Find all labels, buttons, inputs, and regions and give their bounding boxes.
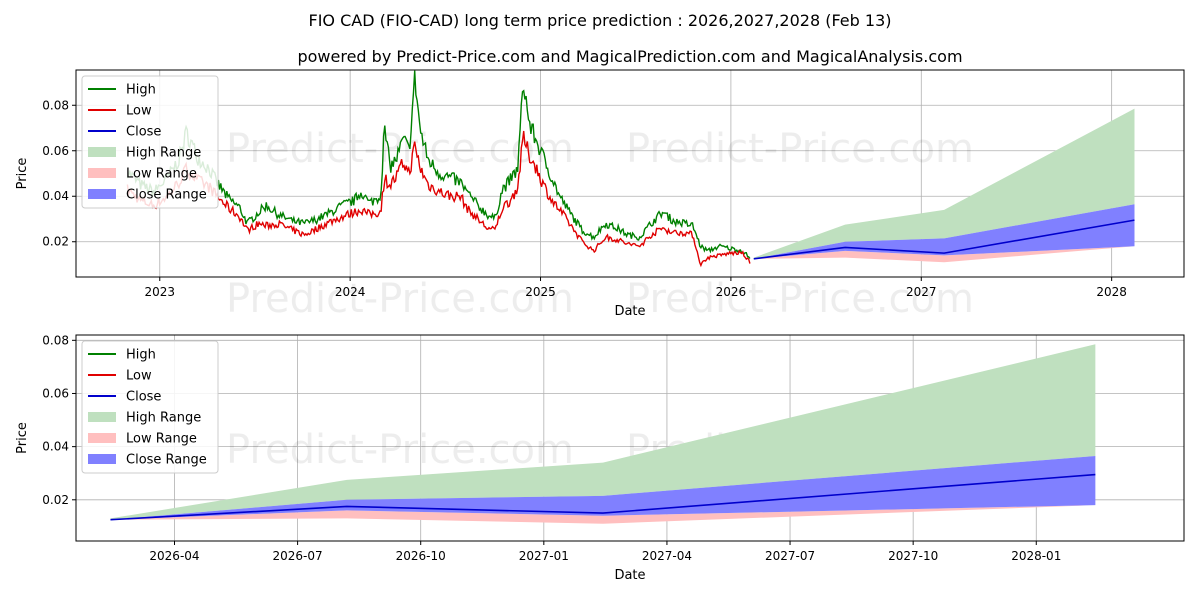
overview-chart: Predict-Price.com Predict-Price.com Predic… bbox=[15, 69, 1185, 322]
x-tick-label: 2026-07 bbox=[273, 549, 323, 563]
x-tick-label: 2028-01 bbox=[1011, 549, 1061, 563]
close-line bbox=[110, 473, 1096, 521]
chart-title: FIO CAD (FIO-CAD) long term price predic… bbox=[309, 11, 892, 30]
zoomed-forecast-chart: Predict-Price.comPredict-Price.com2026-0… bbox=[15, 333, 1185, 583]
legend-low-range-swatch bbox=[88, 168, 116, 178]
close-range-band bbox=[753, 204, 1135, 259]
watermark-text: Predict-Price.com bbox=[626, 126, 974, 172]
legend-high-range-swatch bbox=[88, 412, 116, 422]
x-tick-label: 2026-10 bbox=[396, 549, 446, 563]
legend-high-label: High bbox=[126, 83, 156, 98]
legend: High Low Close High Range Low Range Close Ran… bbox=[81, 340, 219, 474]
legend-low-label: Low bbox=[126, 369, 152, 384]
legend-high-range-label: High Range bbox=[126, 146, 201, 161]
close-range-band bbox=[110, 455, 1096, 520]
y-tick-label: 0.06 bbox=[42, 144, 69, 158]
x-tick-label: 2027 bbox=[906, 285, 937, 299]
legend-low-range-swatch bbox=[88, 433, 116, 443]
x-tick-label: 2026 bbox=[716, 285, 747, 299]
legend-close-range-swatch bbox=[88, 454, 116, 464]
y-tick-label: 0.08 bbox=[42, 333, 69, 347]
y-tick-label: 0.04 bbox=[42, 189, 69, 203]
x-tick-label: 2027-07 bbox=[765, 549, 815, 563]
legend-low-range-label: Low Range bbox=[126, 432, 197, 447]
legend-low-range-label: Low Range bbox=[126, 167, 197, 182]
axes-frame bbox=[75, 69, 1185, 278]
y-axis-label: Price bbox=[15, 158, 30, 190]
low-line bbox=[126, 130, 751, 268]
legend-high-range-label: High Range bbox=[126, 411, 201, 426]
legend-close-range-label: Close Range bbox=[126, 188, 207, 203]
x-tick-label: 2027-01 bbox=[519, 549, 569, 563]
low-range-band bbox=[110, 505, 1096, 524]
high-range-band bbox=[753, 108, 1135, 259]
y-tick-label: 0.02 bbox=[42, 493, 69, 507]
watermark-text: Predict-Price.com bbox=[226, 427, 574, 473]
x-tick-label: 2024 bbox=[335, 285, 366, 299]
y-tick-label: 0.08 bbox=[42, 98, 69, 112]
x-tick-label: 2027-04 bbox=[642, 549, 692, 563]
axes-frame bbox=[75, 334, 1185, 542]
x-tick-label: 2028 bbox=[1096, 285, 1127, 299]
close-line bbox=[753, 219, 1135, 260]
x-tick-label: 2023 bbox=[144, 285, 175, 299]
y-tick-label: 0.04 bbox=[42, 440, 69, 454]
legend-low-label: Low bbox=[126, 104, 152, 119]
legend-close-range-label: Close Range bbox=[126, 453, 207, 468]
y-tick-label: 0.02 bbox=[42, 235, 69, 249]
watermark-text: Predict-Price.com bbox=[226, 276, 574, 322]
x-tick-label: 2027-10 bbox=[888, 549, 938, 563]
x-axis-label: Date bbox=[614, 568, 645, 583]
legend-high-label: High bbox=[126, 348, 156, 363]
legend: High Low Close High Range Low Range Close Ran… bbox=[81, 75, 219, 209]
legend-close-label: Close bbox=[126, 125, 161, 140]
x-axis-label: Date bbox=[614, 304, 645, 319]
legend-high-range-swatch bbox=[88, 147, 116, 157]
watermark-text: Predict-Price.com bbox=[626, 276, 974, 322]
y-tick-label: 0.06 bbox=[42, 386, 69, 400]
high-line bbox=[126, 70, 751, 259]
low-range-band bbox=[753, 246, 1135, 263]
x-tick-label: 2025 bbox=[525, 285, 556, 299]
x-tick-label: 2026-04 bbox=[149, 549, 199, 563]
y-axis-label: Price bbox=[15, 422, 30, 454]
legend-close-label: Close bbox=[126, 390, 161, 405]
legend-close-range-swatch bbox=[88, 189, 116, 199]
chart-subtitle: powered by Predict-Price.com and Magical… bbox=[297, 47, 962, 66]
